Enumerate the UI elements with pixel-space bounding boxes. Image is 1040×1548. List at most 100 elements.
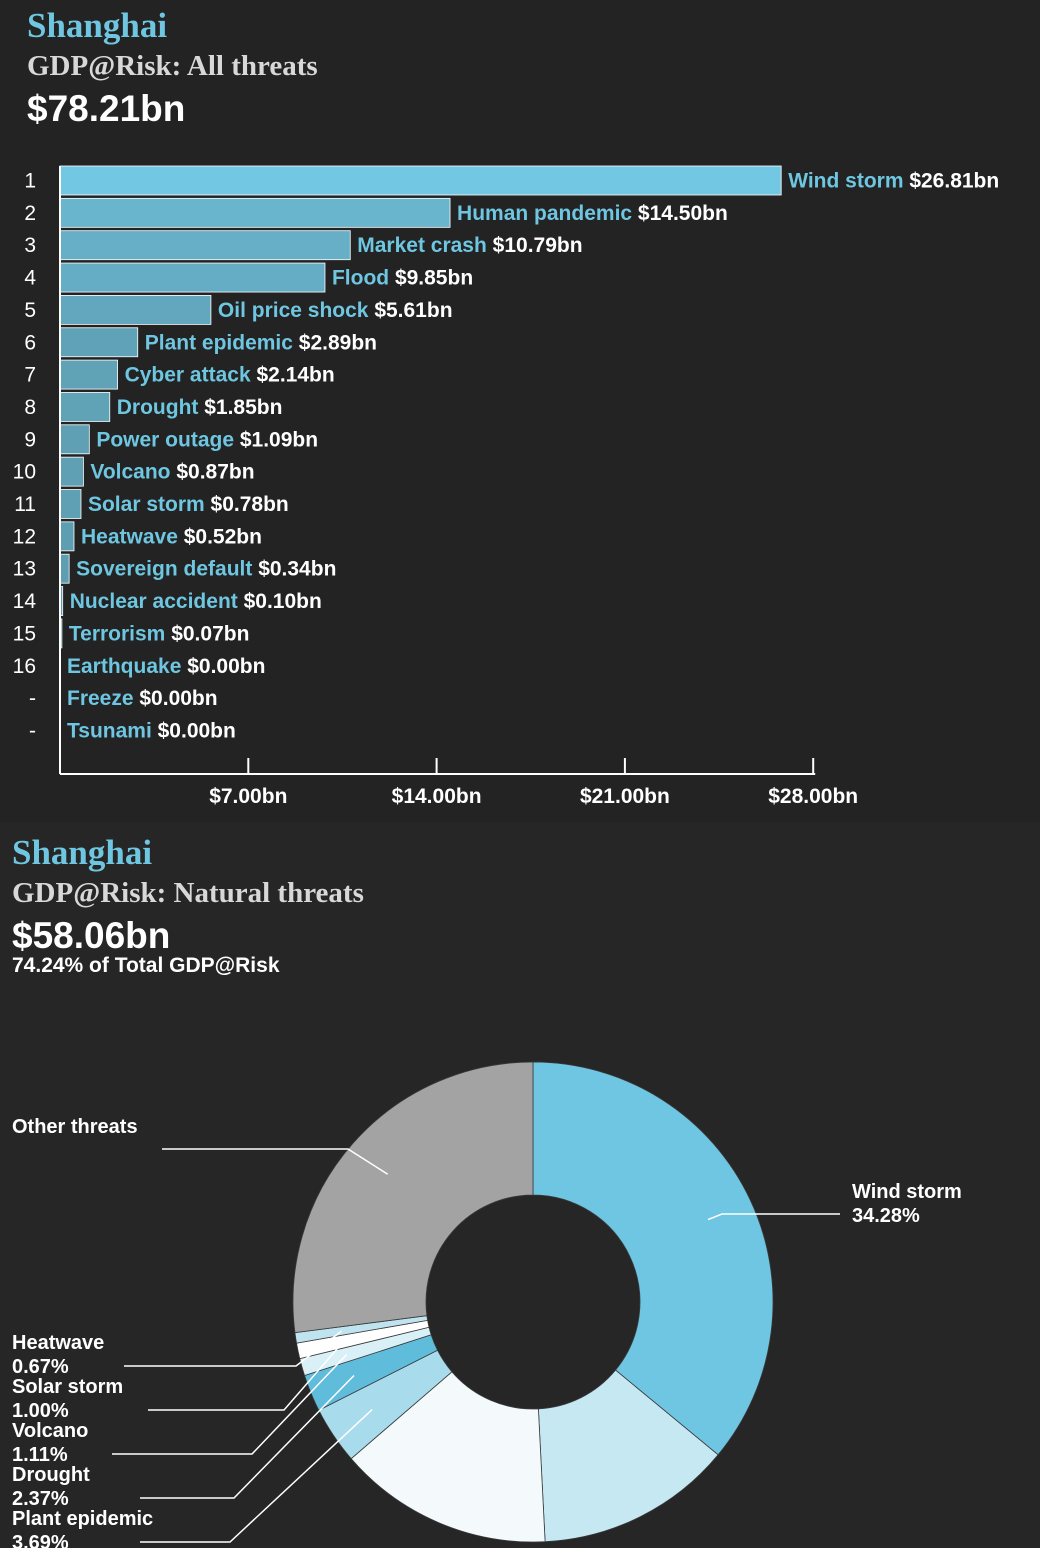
bar-value-label: $2.14bn: [256, 364, 334, 387]
bar-rank: 4: [24, 267, 36, 290]
bar-label: Heatwave $0.52bn: [81, 525, 262, 548]
segment-name: Other threats: [12, 1116, 138, 1138]
x-tick-label: $14.00bn: [392, 785, 482, 808]
bar-category-label: Wind storm: [788, 170, 909, 193]
bar-category-label: Volcano: [90, 461, 176, 484]
donut-segment: [350, 1371, 546, 1543]
bar: [59, 230, 351, 261]
x-tick-label: $7.00bn: [209, 785, 287, 808]
segment-percent: 1.00%: [12, 1400, 69, 1422]
bar-label: Cyber attack $2.14bn: [125, 364, 335, 387]
bar-rank: 6: [24, 331, 36, 354]
bar-value-label: $0.10bn: [244, 590, 322, 613]
bar-value-label: $0.34bn: [258, 558, 336, 581]
bar-value-label: $0.52bn: [184, 525, 262, 548]
bar-label: Power outage $1.09bn: [96, 428, 318, 451]
bar-category-label: Nuclear accident: [70, 590, 244, 613]
segment-name: Wind storm: [852, 1181, 962, 1203]
bar: [59, 294, 212, 325]
bar-label: Flood $9.85bn: [332, 267, 473, 290]
bar-rank: 5: [24, 299, 36, 322]
bar-category-label: Tsunami: [67, 719, 158, 742]
bar-rank: 1: [24, 170, 36, 193]
bar-value-label: $0.00bn: [139, 687, 217, 710]
segment-label: Heatwave 0.67%: [12, 1332, 104, 1378]
segment-name: Drought: [12, 1464, 90, 1486]
bar-value-label: $10.79bn: [493, 234, 583, 257]
share-of-total: 74.24% of Total GDP@Risk: [12, 954, 280, 977]
bar-rank: 7: [24, 364, 36, 387]
bar-category-label: Freeze: [67, 687, 139, 710]
bar-category-label: Earthquake: [67, 655, 187, 678]
bar-value-label: $0.00bn: [187, 655, 265, 678]
bar-value-label: $5.61bn: [374, 299, 452, 322]
bar-category-label: Drought: [117, 396, 204, 419]
bar-category-label: Heatwave: [81, 525, 184, 548]
bar-rank: 8: [24, 396, 36, 419]
bar-value-label: $0.00bn: [158, 719, 236, 742]
chart-subtitle: GDP@Risk: All threats: [27, 50, 318, 82]
x-tick-label: $28.00bn: [768, 785, 858, 808]
segment-percent: 2.37%: [12, 1488, 69, 1510]
bar: [59, 359, 118, 390]
bar: [59, 456, 84, 487]
bar-value-label: $0.78bn: [211, 493, 289, 516]
leader-line: [162, 1148, 389, 1175]
bar-rank: 9: [24, 428, 36, 451]
leader-line: [112, 1353, 348, 1455]
bar: [59, 165, 782, 196]
bar-category-label: Flood: [332, 267, 395, 290]
segment-name: Volcano: [12, 1420, 88, 1442]
bar-rank: 14: [13, 590, 37, 613]
bar-rank: 3: [24, 234, 36, 257]
bar-category-label: Human pandemic: [457, 202, 638, 225]
bar-label: Freeze $0.00bn: [67, 687, 218, 710]
bar: [59, 521, 75, 552]
x-tick-label: $21.00bn: [580, 785, 670, 808]
bar-rank: 12: [13, 525, 36, 548]
bar-category-label: Solar storm: [88, 493, 211, 516]
bar: [59, 553, 70, 584]
chart-subtitle: GDP@Risk: Natural threats: [12, 877, 364, 909]
segment-label: Other threats: [12, 1116, 138, 1138]
bar-category-label: Cyber attack: [125, 364, 257, 387]
bar-value-label: $26.81bn: [909, 170, 999, 193]
bar-label: Earthquake $0.00bn: [67, 655, 265, 678]
segment-label: Wind storm 34.28%: [852, 1181, 962, 1227]
segment-name: Solar storm: [12, 1376, 123, 1398]
segment-name: Heatwave: [12, 1332, 104, 1354]
bar-value-label: $1.09bn: [240, 428, 318, 451]
donut-segment: [292, 1061, 534, 1334]
bar-value-label: $0.07bn: [171, 622, 249, 645]
segment-label: Solar storm 1.00%: [12, 1376, 123, 1422]
bar-rank: -: [29, 687, 36, 710]
bar-label: Human pandemic $14.50bn: [457, 202, 728, 225]
city-title: Shanghai: [27, 6, 168, 45]
segment-label: Drought 2.37%: [12, 1464, 90, 1510]
natural-threats-panel: Shanghai GDP@Risk: Natural threats $58.0…: [0, 822, 1040, 1548]
bar-rank: 15: [13, 622, 36, 645]
segment-percent: 1.11%: [12, 1444, 68, 1466]
bar-label: Oil price shock $5.61bn: [218, 299, 453, 322]
segment-label: Volcano 1.11%: [12, 1420, 88, 1466]
bar: [59, 392, 111, 422]
bar: [59, 197, 451, 228]
leader-line: [140, 1374, 355, 1499]
bar: [59, 262, 326, 293]
bar-rank: 2: [24, 202, 36, 225]
bar-rank: 10: [13, 461, 36, 484]
leader-line: [124, 1330, 343, 1367]
segment-percent: 34.28%: [852, 1205, 920, 1227]
bar-chart: 1 Wind storm $26.81bn 2 Human pandemic $14.…: [13, 165, 999, 808]
segment-name: Plant epidemic: [12, 1508, 153, 1530]
bar-value-label: $0.87bn: [176, 461, 254, 484]
bar: [59, 424, 90, 455]
bar-label: Nuclear accident $0.10bn: [70, 590, 322, 613]
donut-chart: Wind storm 34.28% Plant epidemic 3.69% Droug…: [12, 1061, 962, 1548]
segment-label: Plant epidemic 3.69%: [12, 1508, 153, 1548]
bar-label: Sovereign default $0.34bn: [76, 558, 336, 581]
all-threats-panel: Shanghai GDP@Risk: All threats $78.21bn …: [12, 6, 1000, 808]
leader-line: [148, 1340, 345, 1411]
bar-rank: 16: [13, 655, 36, 678]
bar-value-label: $1.85bn: [204, 396, 282, 419]
